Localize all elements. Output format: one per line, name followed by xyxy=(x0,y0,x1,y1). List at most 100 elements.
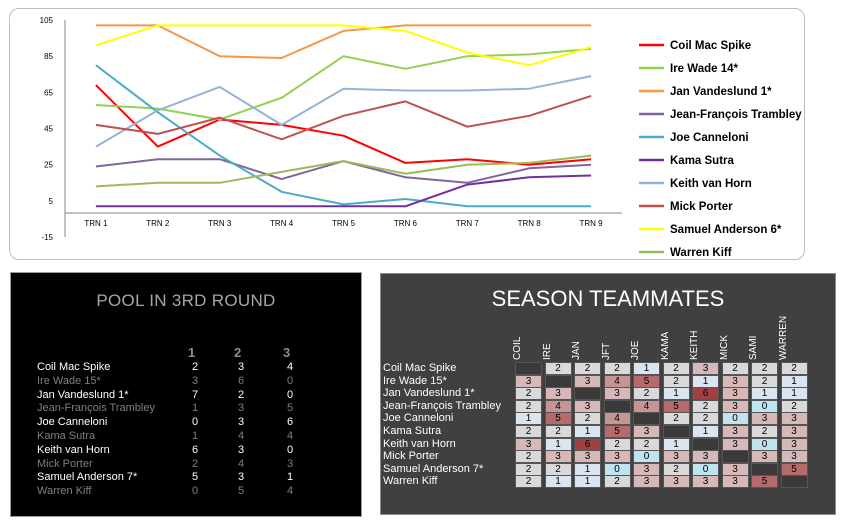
chart-panel: 105 85 65 45 25 5 -15 TRN 1 TRN 2 TRN 3 TRN 4 TRN 5… xyxy=(9,8,805,260)
pool-value: 3 xyxy=(237,443,245,456)
teammates-cell: 1 xyxy=(780,387,808,401)
teammates-cell: 2 xyxy=(515,475,542,489)
teammates-cell: 3 xyxy=(544,450,572,464)
teammates-cell: 3 xyxy=(692,362,719,375)
pool-value: 3 xyxy=(191,374,199,387)
pool-row: Kama Sutra 1 4 4 xyxy=(11,430,361,443)
pool-value: 2 xyxy=(191,457,199,470)
teammates-cell: 3 xyxy=(544,387,572,401)
pool-row: Joe Canneloni 0 3 6 xyxy=(11,416,361,429)
teammates-cell: 3 xyxy=(662,450,690,464)
teammates-cell: 4 xyxy=(633,399,660,413)
teammates-cell: 3 xyxy=(662,475,690,489)
teammates-cell xyxy=(662,425,690,438)
y-tick-label: 25 xyxy=(44,161,53,170)
teammates-cell: 3 xyxy=(721,399,749,413)
teammates-col-label: JFT xyxy=(600,342,612,360)
teammates-cell: 1 xyxy=(633,362,660,375)
teammates-cell: 2 xyxy=(662,462,690,476)
teammates-cell: 2 xyxy=(603,362,631,375)
teammates-cell: 1 xyxy=(544,437,572,451)
teammates-cell: 3 xyxy=(721,475,749,489)
teammates-cell: 4 xyxy=(544,399,572,413)
pool-value: 6 xyxy=(286,416,294,429)
teammates-cell: 2 xyxy=(780,362,808,375)
teammates-cell xyxy=(692,437,719,451)
teammates-cell: 2 xyxy=(633,387,660,401)
pool-value: 4 xyxy=(286,485,294,498)
legend-label: Keith van Horn xyxy=(670,178,752,190)
teammates-player-name: Warren Kiff xyxy=(383,475,438,488)
pool-player-name: Jean-François Trambley xyxy=(37,402,155,415)
teammates-cell: 4 xyxy=(603,374,631,388)
teammates-cell xyxy=(515,362,542,375)
pool-col-header: 3 xyxy=(283,345,291,360)
teammates-cell: 2 xyxy=(574,362,601,375)
legend-label: Samuel Anderson 6* xyxy=(670,224,782,236)
teammates-cell: 1 xyxy=(780,374,808,388)
teammates-col-header: JOE xyxy=(630,306,661,360)
teammates-cell: 2 xyxy=(544,425,572,438)
teammates-cell: 2 xyxy=(515,425,542,438)
pool-row: Coil Mac Spike 2 3 4 xyxy=(11,361,361,374)
y-tick-label: 65 xyxy=(44,88,53,97)
teammates-cell xyxy=(633,412,660,426)
teammates-cell: 0 xyxy=(633,450,660,464)
teammates-cell: 2 xyxy=(544,362,572,375)
series-line xyxy=(95,94,592,141)
teammates-cell: 2 xyxy=(662,412,690,426)
teammates-cell xyxy=(751,462,778,476)
teammates-cell: 5 xyxy=(662,399,690,413)
series-line xyxy=(95,24,592,67)
teammates-cell: 2 xyxy=(751,374,778,388)
pool-value: 4 xyxy=(237,457,245,470)
teammates-cell: 3 xyxy=(721,425,749,438)
series-line xyxy=(95,47,592,121)
teammates-cell: 3 xyxy=(780,425,808,438)
teammates-cell: 0 xyxy=(751,437,778,451)
pool-col-header: 2 xyxy=(234,345,242,360)
teammates-col-label: IRE xyxy=(541,343,553,360)
teammates-cell: 6 xyxy=(574,437,601,451)
teammates-cell: 3 xyxy=(603,450,631,464)
pool-player-name: Kama Sutra xyxy=(37,430,96,442)
pool-value: 5 xyxy=(191,471,199,484)
teammates-panel: SEASON TEAMMATES COIL IRE JAN JFT JOE KAMA KEI… xyxy=(380,273,836,515)
teammates-cell: 3 xyxy=(633,462,660,476)
pool-row: Ire Wade 15* 3 6 0 xyxy=(11,375,361,388)
y-tick-label: -15 xyxy=(41,233,53,242)
teammates-cell: 3 xyxy=(751,412,778,426)
teammates-col-header: MICK xyxy=(718,306,750,360)
pool-panel: POOL IN 3RD ROUND 1 2 3 Coil Mac Spike 2 3… xyxy=(10,272,362,517)
teammates-cell: 2 xyxy=(751,362,778,375)
teammates-cell: 3 xyxy=(574,399,601,413)
teammates-col-label: MICK xyxy=(718,335,730,360)
teammates-cell: 3 xyxy=(780,437,808,451)
teammates-cell: 2 xyxy=(692,412,719,426)
teammates-cell: 1 xyxy=(751,387,778,401)
pool-row: Samuel Anderson 7* 5 3 1 xyxy=(11,471,361,484)
teammates-cell: 1 xyxy=(574,462,601,476)
teammates-cell: 6 xyxy=(692,387,719,401)
teammates-col-label: WARREN xyxy=(777,315,789,360)
pool-value: 1 xyxy=(191,402,199,415)
teammates-cell: 0 xyxy=(721,412,749,426)
teammates-title: SEASON TEAMMATES xyxy=(491,286,725,311)
x-tick-label: TRN 6 xyxy=(394,219,418,228)
pool-player-name: Mick Porter xyxy=(37,457,93,470)
pool-value: 4 xyxy=(237,430,245,442)
series-line xyxy=(95,64,592,208)
pool-player-name: Jan Vandeslund 1* xyxy=(37,388,129,401)
series-line xyxy=(95,154,592,188)
x-tick-label: TRN 7 xyxy=(456,219,480,228)
teammates-cell: 0 xyxy=(751,399,778,413)
y-tick-label: 85 xyxy=(44,52,53,61)
teammates-cell: 1 xyxy=(544,475,572,489)
pool-player-name: Ire Wade 15* xyxy=(37,374,101,387)
series-line xyxy=(95,174,592,208)
teammates-cell: 3 xyxy=(515,437,542,451)
teammates-cell: 5 xyxy=(633,374,660,388)
teammates-player-name: Ire Wade 15* xyxy=(383,374,447,387)
teammates-player-name: Kama Sutra xyxy=(383,425,442,437)
teammates-cell: 1 xyxy=(692,374,719,388)
